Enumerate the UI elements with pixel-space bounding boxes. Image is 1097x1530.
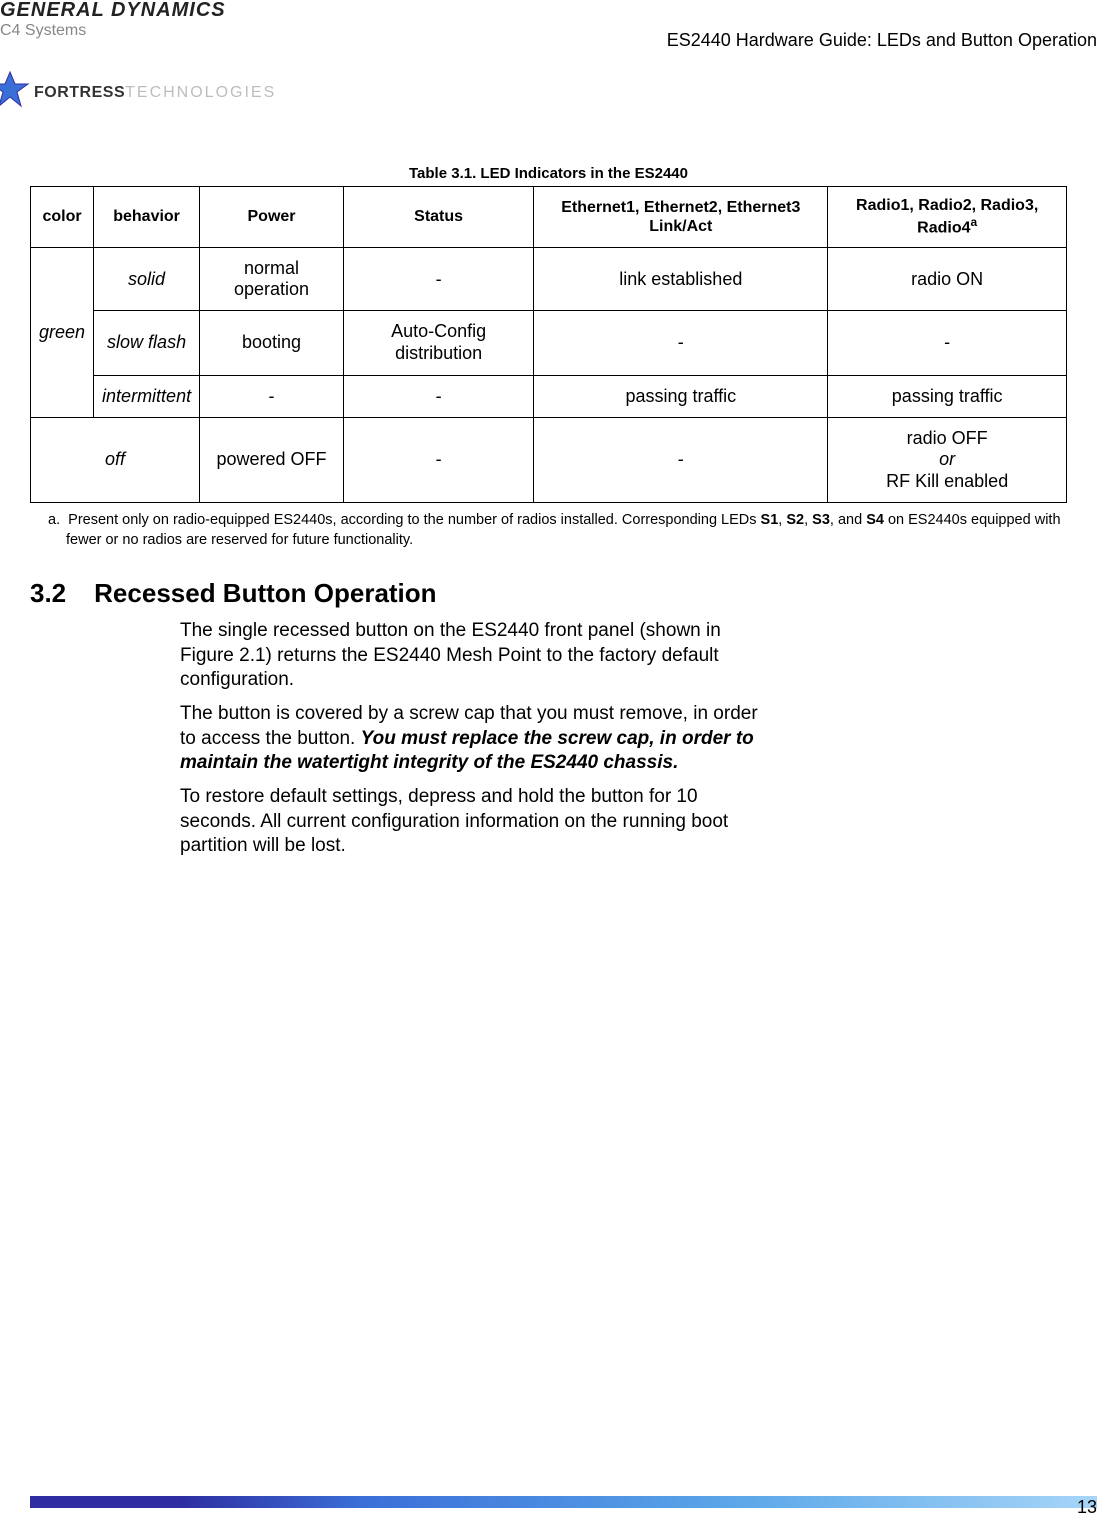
cell-status: Auto-Config distribution <box>343 311 533 375</box>
th-radio-text: Radio1, Radio2, Radio3, Radio4 <box>856 197 1038 236</box>
section-number: 3.2 <box>30 578 66 608</box>
cell-power: - <box>200 375 344 417</box>
th-radio-sup: a <box>971 215 978 229</box>
cell-status: - <box>343 417 533 503</box>
cell-eth: link established <box>534 248 828 311</box>
cell-radio: radio OFF or RF Kill enabled <box>828 417 1067 503</box>
th-ethernet: Ethernet1, Ethernet2, Ethernet3 Link/Act <box>534 187 828 248</box>
paragraph-1: The single recessed button on the ES2440… <box>180 619 770 692</box>
cell-radio: passing traffic <box>828 375 1067 417</box>
cell-behavior: intermittent <box>94 375 200 417</box>
th-behavior: behavior <box>94 187 200 248</box>
cell-radio: radio ON <box>828 248 1067 311</box>
paragraph-3: To restore default settings, depress and… <box>180 785 770 858</box>
cell-eth: - <box>534 417 828 503</box>
footer-bar <box>30 1496 1097 1508</box>
fortress-icon <box>0 70 30 115</box>
cell-power: normal operation <box>200 248 344 311</box>
body-text: The single recessed button on the ES2440… <box>180 619 770 858</box>
page-content: Table 3.1. LED Indicators in the ES2440 … <box>0 115 1097 858</box>
section-title: Recessed Button Operation <box>94 578 436 608</box>
cell-status: - <box>343 248 533 311</box>
footnote-mid3: , and <box>830 512 866 528</box>
cell-eth: passing traffic <box>534 375 828 417</box>
section-heading: 3.2 Recessed Button Operation <box>30 578 1067 609</box>
footnote-s1: S1 <box>761 512 779 528</box>
footnote-s4: S4 <box>866 512 884 528</box>
cell-behavior: slow flash <box>94 311 200 375</box>
table-row: slow flash booting Auto-Config distribut… <box>31 311 1067 375</box>
th-status: Status <box>343 187 533 248</box>
cell-radio-rfkill: RF Kill enabled <box>886 471 1008 491</box>
th-ethernet-text: Ethernet1, Ethernet2, Ethernet3 Link/Act <box>542 198 819 236</box>
cell-behavior: solid <box>94 248 200 311</box>
footnote-mid2: , <box>804 512 812 528</box>
table-caption: Table 3.1. LED Indicators in the ES2440 <box>30 165 1067 182</box>
cell-status-text: Auto-Config distribution <box>352 321 525 364</box>
table-row: green solid normal operation - link esta… <box>31 248 1067 311</box>
footer-bar-gradient <box>180 1496 1097 1508</box>
table-row: intermittent - - passing traffic passing… <box>31 375 1067 417</box>
c4-systems-label: C4 Systems <box>0 22 276 40</box>
fortress-light-label: TECHNOLOGIES <box>125 84 276 102</box>
footnote-pre: Present only on radio-equipped ES2440s, … <box>68 512 760 528</box>
th-power: Power <box>200 187 344 248</box>
footnote-label: a. <box>48 512 60 528</box>
footer-bar-dark <box>30 1496 180 1508</box>
table-footnote: a. Present only on radio-equipped ES2440… <box>30 503 1067 550</box>
cell-status: - <box>343 375 533 417</box>
cell-power: powered OFF <box>200 417 344 503</box>
paragraph-2: The button is covered by a screw cap tha… <box>180 702 770 775</box>
page-header: GENERAL DYNAMICS C4 Systems FORTRESS TEC… <box>0 0 1097 115</box>
footnote-s2: S2 <box>786 512 804 528</box>
table-header-row: color behavior Power Status Ethernet1, E… <box>31 187 1067 248</box>
led-table: color behavior Power Status Ethernet1, E… <box>30 186 1067 503</box>
logo-block: GENERAL DYNAMICS C4 Systems FORTRESS TEC… <box>0 0 276 115</box>
cell-radio: - <box>828 311 1067 375</box>
fortress-logo: FORTRESS TECHNOLOGIES <box>0 70 276 115</box>
th-color: color <box>31 187 94 248</box>
cell-behavior-off: off <box>31 417 200 503</box>
page-number: 13 <box>1077 1497 1097 1518</box>
th-radio: Radio1, Radio2, Radio3, Radio4a <box>828 187 1067 248</box>
cell-eth: - <box>534 311 828 375</box>
cell-power: booting <box>200 311 344 375</box>
header-title: ES2440 Hardware Guide: LEDs and Button O… <box>667 0 1097 51</box>
fortress-bold-label: FORTRESS <box>34 84 125 102</box>
general-dynamics-logo: GENERAL DYNAMICS <box>0 0 276 20</box>
table-row: off powered OFF - - radio OFF or RF Kill… <box>31 417 1067 503</box>
footnote-s3: S3 <box>812 512 830 528</box>
cell-radio-or: or <box>939 449 955 469</box>
cell-color-green: green <box>31 248 94 417</box>
cell-radio-off: radio OFF <box>907 428 988 448</box>
